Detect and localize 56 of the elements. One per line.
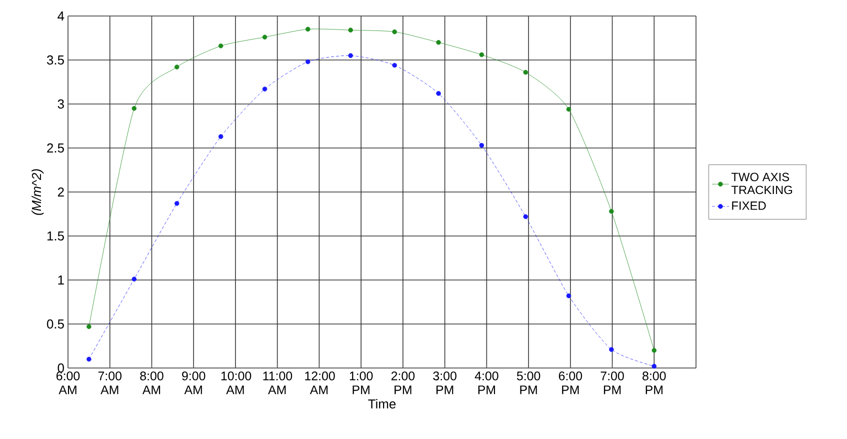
y-tick-label: 2 [58, 187, 64, 197]
legend-label: FIXED [732, 202, 766, 210]
point [523, 70, 528, 75]
x-tick-label: 7:00 AM [98, 372, 122, 394]
point [262, 34, 268, 40]
x-tick-label: 6:00 AM [56, 372, 80, 394]
y-tick-label: 0 [58, 363, 64, 373]
y-tick-label: 1.5 [47, 231, 64, 241]
point [86, 324, 92, 330]
point [132, 106, 137, 111]
y-axis-title: (M/m^2) [32, 169, 44, 215]
point [436, 91, 441, 96]
y-tick-label: 2.5 [47, 143, 64, 153]
y-tick-label: 3 [58, 99, 64, 109]
point [566, 106, 572, 112]
legend-label: TWO AXIS TRACKING [731, 172, 792, 194]
x-tick-label: 6:00 PM [558, 372, 582, 394]
y-tick-label: 0.5 [46, 319, 64, 329]
point [523, 214, 528, 220]
y-tick-label: 1 [58, 276, 64, 284]
point [218, 44, 224, 48]
point [174, 64, 180, 70]
point [609, 347, 614, 352]
x-tick-label: 2:00 PM [391, 372, 415, 394]
x-tick-label: 8:00 PM [642, 372, 666, 394]
point [479, 142, 484, 148]
point [348, 28, 353, 32]
x-tick-label: 11:00 AM [263, 372, 292, 394]
point [566, 293, 572, 298]
point [479, 52, 484, 58]
point [306, 59, 310, 64]
x-tick-label: 3:00 PM [433, 372, 456, 394]
point [436, 40, 441, 45]
point [218, 134, 224, 139]
point [392, 29, 397, 34]
x-tick-label: 4:00 PM [474, 372, 498, 394]
x-tick-label: 1:00 PM [350, 372, 373, 394]
x-axis-title: Time [368, 398, 396, 409]
point [392, 62, 397, 68]
point [652, 364, 657, 369]
point [86, 356, 92, 362]
x-tick-label: 7:00 PM [600, 372, 624, 394]
point [609, 208, 614, 214]
x-tick-label: 10:00 AM [221, 372, 252, 394]
point [306, 26, 310, 32]
y-tick-label: 4 [58, 12, 64, 20]
point [348, 53, 353, 58]
point [174, 201, 180, 206]
x-tick-label: 12:00 AM [305, 372, 335, 394]
x-tick-label: 5:00 PM [516, 372, 540, 394]
point [652, 348, 657, 353]
x-tick-label: 8:00 AM [140, 372, 164, 394]
point [262, 86, 268, 92]
y-tick-label: 3.5 [46, 55, 64, 65]
x-tick-label: 9:00 AM [182, 372, 206, 394]
point [132, 276, 137, 282]
